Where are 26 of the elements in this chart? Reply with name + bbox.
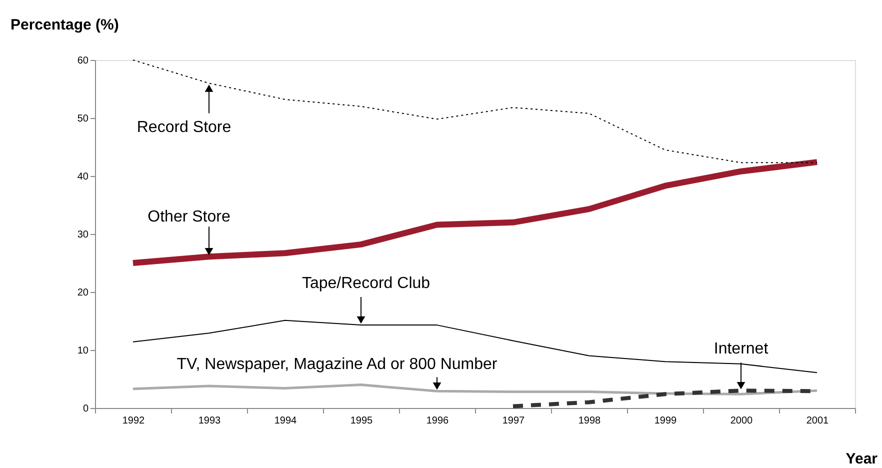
annotation: TV, Newspaper, Magazine Ad or 800 Number (176, 356, 498, 374)
line-series (132, 60, 818, 164)
x-tick-label: 1995 (350, 416, 374, 426)
y-tick-label: 40 (77, 172, 89, 182)
x-tick-label: 2000 (730, 416, 754, 426)
x-axis-title: Year (846, 450, 878, 468)
x-tick-label: 1996 (426, 416, 450, 426)
y-tick-label: 50 (77, 114, 89, 124)
annotation: Tape/Record Club (302, 275, 430, 292)
x-tick-label: 1992 (122, 416, 146, 426)
y-tick-label: 10 (77, 346, 89, 356)
line-series (132, 384, 818, 396)
y-tick-label: 20 (77, 288, 89, 298)
y-axis-title: Percentage (%) (10, 16, 119, 34)
x-tick-label: 1999 (654, 416, 678, 426)
annotation: Internet (714, 340, 769, 358)
y-tick-label: 30 (77, 230, 89, 240)
y-tick-label: 0 (82, 404, 89, 414)
annotation: Other Store (148, 208, 230, 226)
y-tick-label: 60 (77, 56, 89, 66)
x-tick-label: 1993 (198, 416, 222, 426)
x-tick-label: 2001 (806, 416, 830, 426)
x-tick-label: 1997 (502, 416, 526, 426)
x-tick-label: 1998 (578, 416, 602, 426)
x-tick-label: 1994 (274, 416, 298, 426)
annotation: Record Store (136, 119, 232, 136)
